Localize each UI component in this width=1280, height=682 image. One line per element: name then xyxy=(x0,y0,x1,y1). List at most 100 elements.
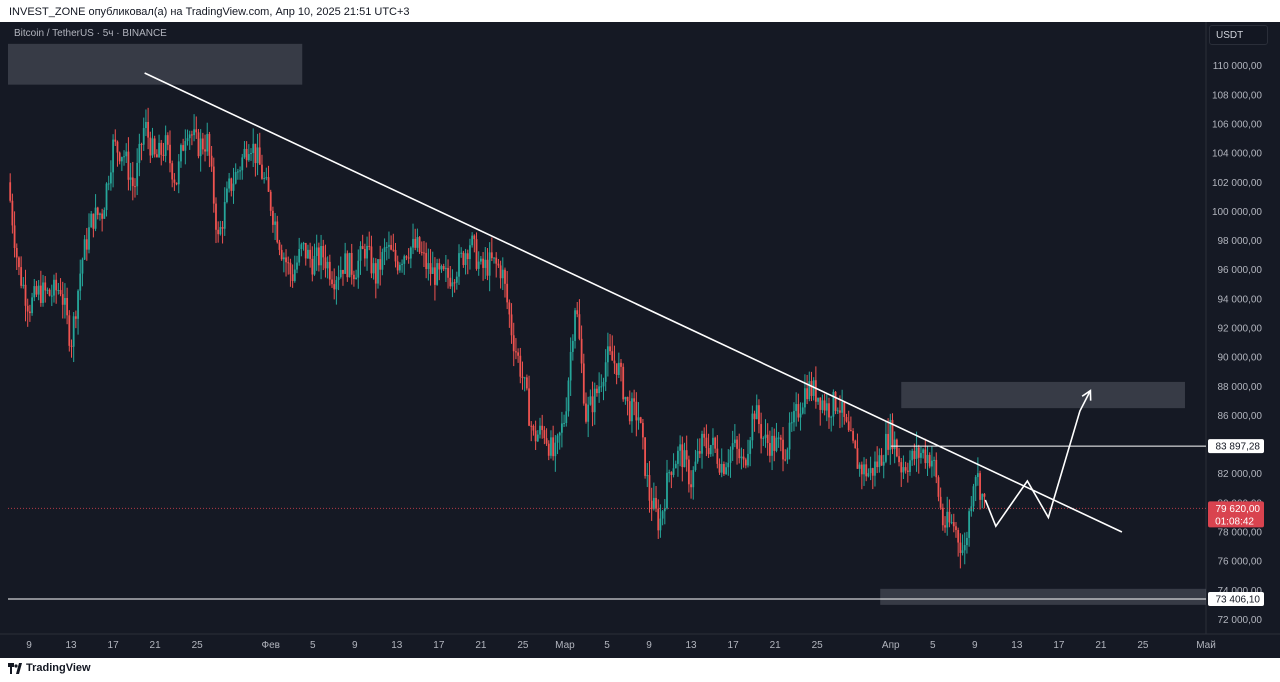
candle-315 xyxy=(698,451,701,454)
candle-389 xyxy=(860,464,863,475)
candle-4 xyxy=(18,257,20,268)
candle-54 xyxy=(127,151,130,180)
candle-136 xyxy=(307,249,309,259)
candle-196 xyxy=(438,263,441,270)
candle-149 xyxy=(335,279,338,290)
candle-238 xyxy=(530,425,533,427)
candle-256 xyxy=(569,351,572,381)
candle-63 xyxy=(147,121,150,138)
candle-72 xyxy=(166,135,169,145)
candle-267 xyxy=(593,388,596,413)
candle-322 xyxy=(714,437,717,449)
candle-48 xyxy=(114,139,117,142)
candle-26 xyxy=(66,297,69,316)
candle-353 xyxy=(782,439,784,460)
candle-351 xyxy=(777,437,780,439)
candle-95 xyxy=(217,229,220,235)
candle-194 xyxy=(434,267,436,285)
candle-195 xyxy=(436,263,439,285)
candle-357 xyxy=(790,422,793,424)
candle-431 xyxy=(952,522,955,527)
candle-262 xyxy=(582,363,585,404)
candle-340 xyxy=(753,413,756,420)
candle-372 xyxy=(823,400,826,411)
x-tick-label-7: 9 xyxy=(352,640,358,651)
candle-97 xyxy=(221,227,224,229)
candle-261 xyxy=(580,338,583,364)
y-tick-label-7: 98 000,00 xyxy=(1218,236,1263,247)
candle-285 xyxy=(633,398,636,402)
candle-106 xyxy=(241,157,244,171)
candle-109 xyxy=(247,154,250,161)
candle-56 xyxy=(131,177,134,187)
candle-89 xyxy=(204,149,206,152)
candle-284 xyxy=(631,398,633,422)
candle-207 xyxy=(462,252,465,266)
candle-105 xyxy=(239,170,241,172)
candle-101 xyxy=(230,178,233,191)
candle-422 xyxy=(933,459,935,461)
candle-360 xyxy=(797,404,800,418)
candle-44 xyxy=(105,183,108,211)
candle-99 xyxy=(226,188,228,203)
candle-103 xyxy=(234,172,237,184)
candle-247 xyxy=(550,437,552,456)
candle-179 xyxy=(401,263,403,265)
candle-387 xyxy=(856,448,859,469)
candle-345 xyxy=(764,434,767,438)
candle-281 xyxy=(624,396,627,400)
candle-49 xyxy=(116,141,119,153)
candle-435 xyxy=(961,550,964,553)
candle-245 xyxy=(545,438,548,444)
candle-235 xyxy=(523,377,526,379)
candle-338 xyxy=(749,440,752,454)
candle-286 xyxy=(635,401,638,421)
candle-82 xyxy=(188,134,191,139)
candle-186 xyxy=(416,237,419,248)
candle-319 xyxy=(707,448,710,455)
candle-85 xyxy=(195,129,198,133)
candle-330 xyxy=(731,443,734,450)
candle-112 xyxy=(254,143,257,164)
candle-170 xyxy=(381,251,384,270)
candle-67 xyxy=(155,154,158,158)
candle-371 xyxy=(821,400,824,410)
candle-317 xyxy=(703,433,706,438)
candle-201 xyxy=(449,277,452,287)
projection-path xyxy=(984,390,1092,528)
candle-10 xyxy=(31,297,33,314)
candle-55 xyxy=(129,177,132,180)
candle-62 xyxy=(145,121,147,129)
candle-90 xyxy=(206,134,209,152)
candle-86 xyxy=(197,132,200,157)
candle-150 xyxy=(337,277,340,280)
candle-350 xyxy=(775,437,778,451)
candle-429 xyxy=(948,511,951,523)
currency-button[interactable]: USDT xyxy=(1209,25,1268,45)
candle-58 xyxy=(136,162,139,187)
candle-20 xyxy=(53,279,55,296)
candle-427 xyxy=(944,525,946,528)
candle-301 xyxy=(668,472,671,474)
candle-361 xyxy=(799,413,802,418)
x-tick-label-19: Апр xyxy=(882,640,900,651)
candle-227 xyxy=(506,283,509,303)
candle-191 xyxy=(427,263,430,269)
candle-113 xyxy=(256,147,259,164)
candle-441 xyxy=(974,477,977,487)
candle-226 xyxy=(504,269,506,284)
candle-66 xyxy=(153,138,156,155)
publication-header: INVEST_ZONE опубликовал(а) на TradingVie… xyxy=(0,0,1280,22)
candle-74 xyxy=(171,163,174,180)
candle-22 xyxy=(57,290,60,292)
candle-193 xyxy=(431,267,434,274)
candle-428 xyxy=(946,511,949,528)
candle-221 xyxy=(493,257,495,259)
candle-282 xyxy=(626,396,629,402)
footer: TradingView xyxy=(0,658,1280,682)
candle-378 xyxy=(836,410,839,412)
candle-269 xyxy=(598,386,601,394)
candle-393 xyxy=(869,468,872,474)
